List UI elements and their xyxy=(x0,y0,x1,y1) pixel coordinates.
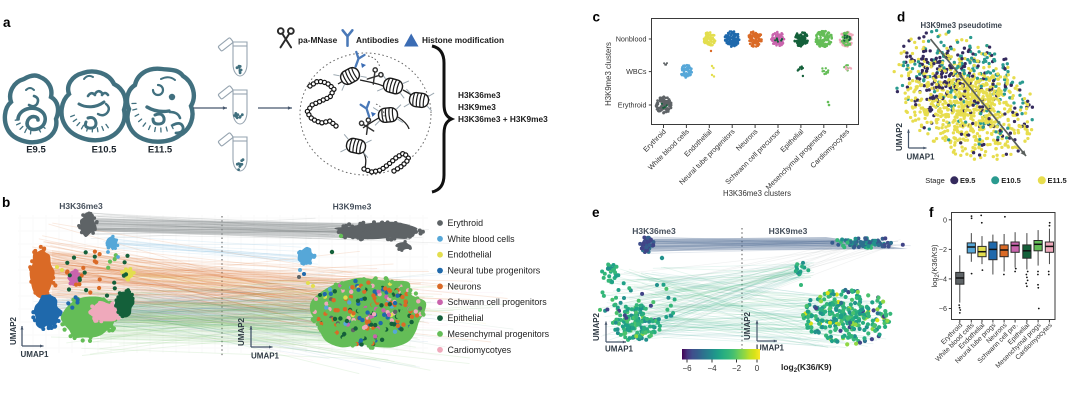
svg-text:Neural tube progenitors: Neural tube progenitors xyxy=(448,266,541,276)
svg-text:Epithelial: Epithelial xyxy=(448,313,484,323)
svg-text:Stage: Stage xyxy=(925,176,945,185)
svg-text:H3K36me3 + H3K9me3: H3K36me3 + H3K9me3 xyxy=(458,114,548,124)
svg-text:−6: −6 xyxy=(939,304,947,313)
svg-text:E9.5: E9.5 xyxy=(26,145,46,156)
svg-text:UMAP1: UMAP1 xyxy=(251,352,280,361)
svg-text:f: f xyxy=(929,205,934,220)
svg-text:UMAP2: UMAP2 xyxy=(237,317,246,346)
svg-text:log2(K36/K9): log2(K36/K9) xyxy=(930,244,941,287)
svg-text:H3K9me3 clusters: H3K9me3 clusters xyxy=(604,42,613,106)
svg-text:−6: −6 xyxy=(682,364,692,373)
svg-text:Histone modification: Histone modification xyxy=(422,35,504,45)
svg-text:d: d xyxy=(897,10,905,25)
svg-text:e: e xyxy=(592,205,600,220)
svg-text:Neurons: Neurons xyxy=(448,281,482,291)
svg-text:Mesenchymal progenitors: Mesenchymal progenitors xyxy=(448,329,550,339)
svg-text:H3K9me3: H3K9me3 xyxy=(769,226,808,236)
svg-text:UMAP2: UMAP2 xyxy=(592,312,601,341)
svg-text:H3K36me3: H3K36me3 xyxy=(632,226,676,236)
svg-text:−2: −2 xyxy=(939,245,947,254)
svg-text:H3K9me3 pseudotime: H3K9me3 pseudotime xyxy=(921,21,1003,30)
svg-text:pa-MNase: pa-MNase xyxy=(298,35,338,45)
svg-text:UMAP1: UMAP1 xyxy=(21,350,50,359)
svg-text:c: c xyxy=(593,10,601,25)
svg-text:H3K36me3 clusters: H3K36me3 clusters xyxy=(723,189,791,198)
svg-text:Erythroid: Erythroid xyxy=(618,101,647,110)
svg-text:Nonblood: Nonblood xyxy=(616,35,647,44)
svg-text:Schwann cell progenitors: Schwann cell progenitors xyxy=(448,297,548,307)
svg-text:H3K36me3: H3K36me3 xyxy=(458,90,501,100)
svg-text:b: b xyxy=(2,195,10,210)
svg-text:H3K9me3: H3K9me3 xyxy=(458,102,496,112)
svg-text:Erythroid: Erythroid xyxy=(448,218,484,228)
svg-text:H3K9me3: H3K9me3 xyxy=(333,202,372,212)
svg-text:UMAP2: UMAP2 xyxy=(9,316,18,345)
svg-text:WBCs: WBCs xyxy=(626,67,647,76)
svg-text:E11.5: E11.5 xyxy=(1048,176,1067,185)
svg-text:UMAP2: UMAP2 xyxy=(895,122,904,151)
svg-text:E10.5: E10.5 xyxy=(92,145,118,156)
svg-text:Cardiomycotyes: Cardiomycotyes xyxy=(448,345,512,355)
svg-text:UMAP1: UMAP1 xyxy=(605,345,634,354)
svg-text:E9.5: E9.5 xyxy=(960,176,975,185)
svg-text:H3K36me3: H3K36me3 xyxy=(59,201,103,211)
svg-text:−2: −2 xyxy=(732,364,742,373)
svg-text:E10.5: E10.5 xyxy=(1001,176,1021,185)
svg-text:White blood cells: White blood cells xyxy=(448,234,516,244)
svg-text:−4: −4 xyxy=(707,364,717,373)
svg-text:UMAP2: UMAP2 xyxy=(743,311,752,340)
svg-text:Antibodies: Antibodies xyxy=(356,35,399,45)
svg-text:a: a xyxy=(3,15,11,30)
svg-text:UMAP1: UMAP1 xyxy=(756,344,785,353)
svg-text:Endothelial: Endothelial xyxy=(448,250,492,260)
svg-text:UMAP1: UMAP1 xyxy=(907,153,936,162)
svg-text:log2(K36/K9): log2(K36/K9) xyxy=(781,362,832,374)
svg-text:−4: −4 xyxy=(939,274,947,283)
svg-text:0: 0 xyxy=(943,215,947,224)
svg-text:E11.5: E11.5 xyxy=(148,145,173,156)
svg-text:0: 0 xyxy=(755,364,760,373)
